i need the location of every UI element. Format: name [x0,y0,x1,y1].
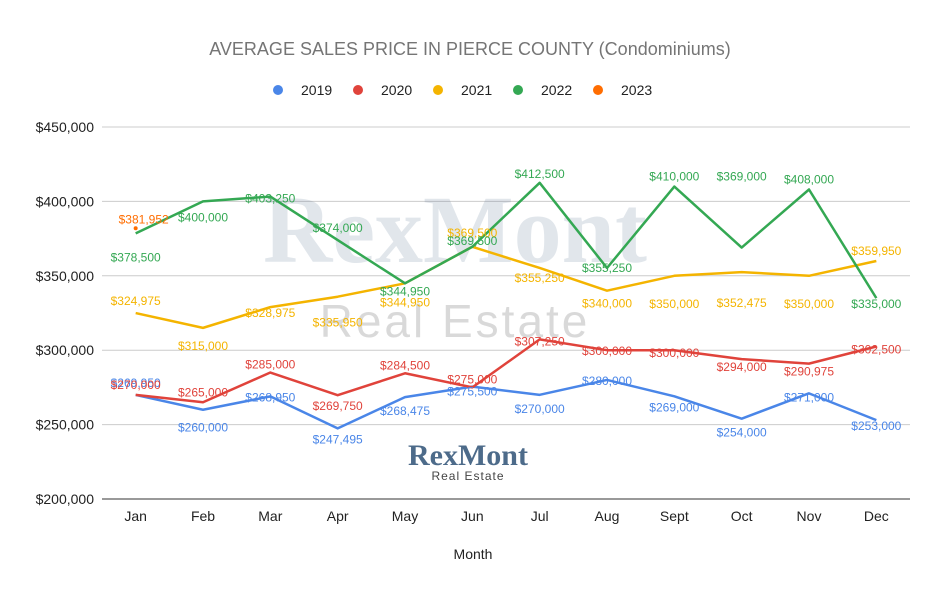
data-label-2019: $275,500 [447,385,497,399]
data-label-2020: $270,000 [111,378,161,392]
data-label-2019: $253,000 [851,419,901,433]
data-label-2019: $254,000 [717,426,767,440]
data-label-2022: $412,500 [515,167,565,181]
legend-swatch-2022 [513,85,523,95]
data-label-2023: $381,952 [119,212,169,226]
x-tick-label-jun: Jun [461,508,484,524]
x-tick-label-apr: Apr [327,508,349,524]
x-axis-ticks: Jan Feb Mar Apr May Jun Jul Aug Sept Oct Nov Dec [124,508,888,524]
y-tick-label: $350,000 [36,268,95,284]
data-label-2021: $352,475 [717,296,767,310]
legend-label-2021: 2021 [461,82,492,98]
legend-swatch-2021 [433,85,443,95]
series-line-2022 [135,181,878,299]
x-tick-label-may: May [392,508,418,524]
data-label-2020: $302,500 [851,342,901,356]
x-tick-label-jan: Jan [124,508,147,524]
data-label-2020: $290,975 [784,365,834,379]
legend-label-2023: 2023 [621,82,652,98]
data-label-2022: $378,500 [111,250,161,264]
watermark-subtitle: Real Estate [320,295,591,347]
data-label-2022: $374,000 [313,221,363,235]
data-label-2021: $369,500 [447,226,497,240]
x-tick-label-aug: Aug [595,508,620,524]
data-label-2021: $355,250 [515,271,565,285]
chart-series [133,181,878,430]
legend-label-2019: 2019 [301,82,332,98]
y-tick-label: $400,000 [36,193,95,209]
data-label-2021: $344,950 [380,295,430,309]
data-label-2022: $355,250 [582,261,632,275]
data-label-2020: $275,000 [447,372,497,386]
x-tick-label-dec: Dec [864,508,889,524]
x-axis-label: Month [454,546,493,562]
rexmont-logo: RexMont Real Estate [408,439,528,483]
data-label-2021: $315,000 [178,339,228,353]
x-tick-label-feb: Feb [191,508,215,524]
data-label-2021: $350,000 [784,297,834,311]
data-label-2020: $307,250 [515,334,565,348]
data-label-2022: $344,950 [380,284,430,298]
chart-legend: 2019 2020 2021 2022 2023 [273,82,652,98]
legend-swatch-2023 [593,85,603,95]
data-label-2020: $265,000 [178,385,228,399]
data-label-2020: $294,000 [717,360,767,374]
y-tick-label: $450,000 [36,119,95,135]
data-label-2019: $269,950 [111,376,161,390]
data-label-2021: $340,000 [582,297,632,311]
data-label-2021: $328,975 [245,306,295,320]
chart-title: AVERAGE SALES PRICE IN PIERCE COUNTY (Co… [209,39,730,59]
series-line-2019 [135,378,877,430]
data-label-2022: $369,000 [717,170,767,184]
data-label-2020: $284,500 [380,358,430,372]
data-labels: $269,950 $260,000 $268,950 $247,495 $268,475… [111,167,902,447]
legend-swatch-2019 [273,85,283,95]
y-tick-label: $250,000 [36,417,95,433]
logo-subtitle: Real Estate [431,469,504,483]
data-label-2019: $269,000 [649,400,699,414]
data-label-2019: $268,475 [380,404,430,418]
data-label-2019: $271,000 [784,390,834,404]
data-label-2022: $403,250 [245,192,295,206]
data-label-2021: $324,975 [111,294,161,308]
data-label-2021: $335,950 [313,316,363,330]
data-label-2020: $300,000 [649,346,699,360]
data-label-2022: $410,000 [649,170,699,184]
data-label-2019: $268,950 [245,390,295,404]
series-line-2020 [135,338,877,404]
series-line-2021 [135,245,877,330]
legend-label-2022: 2022 [541,82,572,98]
y-tick-label: $300,000 [36,342,95,358]
logo-name: RexMont [408,439,528,472]
watermark-name: RexMont [263,176,647,283]
data-label-2020: $300,000 [582,344,632,358]
data-label-2022: $400,000 [178,210,228,224]
data-label-2020: $285,000 [245,358,295,372]
legend-label-2020: 2020 [381,82,412,98]
data-label-2019: $247,495 [313,432,363,446]
chart-gridlines [102,126,910,500]
data-label-2020: $269,750 [313,399,363,413]
data-label-2022: $408,000 [784,172,834,186]
data-label-2021: $359,950 [851,244,901,258]
x-tick-label-sept: Sept [660,508,689,524]
x-tick-label-jul: Jul [531,508,549,524]
y-axis-ticks: $200,000 $250,000 $300,000 $350,000 $400,000… [36,119,95,507]
x-tick-label-mar: Mar [258,508,282,524]
x-tick-label-nov: Nov [797,508,822,524]
x-tick-label-oct: Oct [731,508,753,524]
data-label-2022: $369,500 [447,234,497,248]
legend-swatch-2020 [353,85,363,95]
series-point-2023 [133,226,138,231]
data-label-2021: $350,000 [649,297,699,311]
data-label-2019: $270,000 [515,402,565,416]
data-label-2022: $335,000 [851,297,901,311]
data-label-2019: $260,000 [178,421,228,435]
data-label-2019: $280,000 [582,374,632,388]
y-tick-label: $200,000 [36,491,95,507]
